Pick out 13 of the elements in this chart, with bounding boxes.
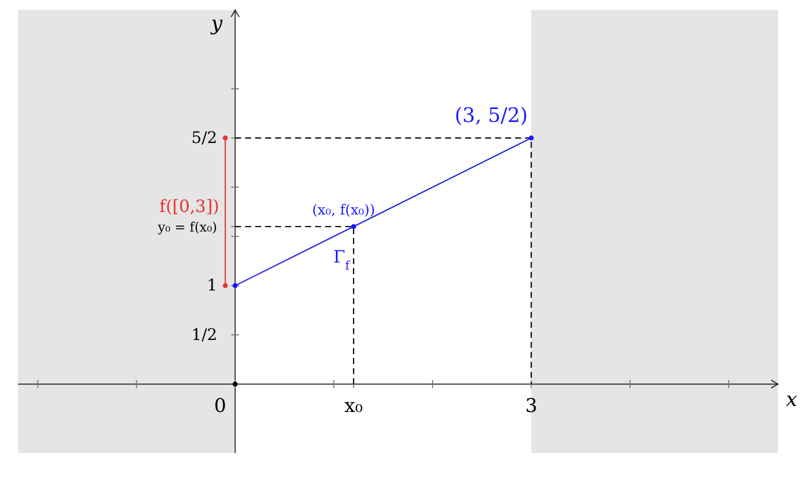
series-label: Γ$_{f}$ bbox=[333, 248, 352, 273]
y-tick-label: 1/2 bbox=[191, 324, 218, 344]
y-axis-title: y bbox=[210, 11, 224, 35]
y-tick-label: 1 bbox=[206, 276, 218, 295]
x-tick-label: 0 bbox=[214, 395, 226, 418]
annotation: (3, 5/2) bbox=[454, 102, 528, 127]
x-tick-label: 3 bbox=[525, 395, 538, 418]
x-axis-title: x bbox=[786, 387, 798, 412]
annotation: (x₀, f(x₀)) bbox=[312, 202, 376, 219]
series-label: f([0,3]) bbox=[159, 196, 220, 217]
y-tick-label: y₀ = f(x₀) bbox=[156, 220, 218, 236]
y-tick-label: 5/2 bbox=[191, 128, 218, 147]
x-tick-label: x₀ bbox=[344, 395, 364, 418]
